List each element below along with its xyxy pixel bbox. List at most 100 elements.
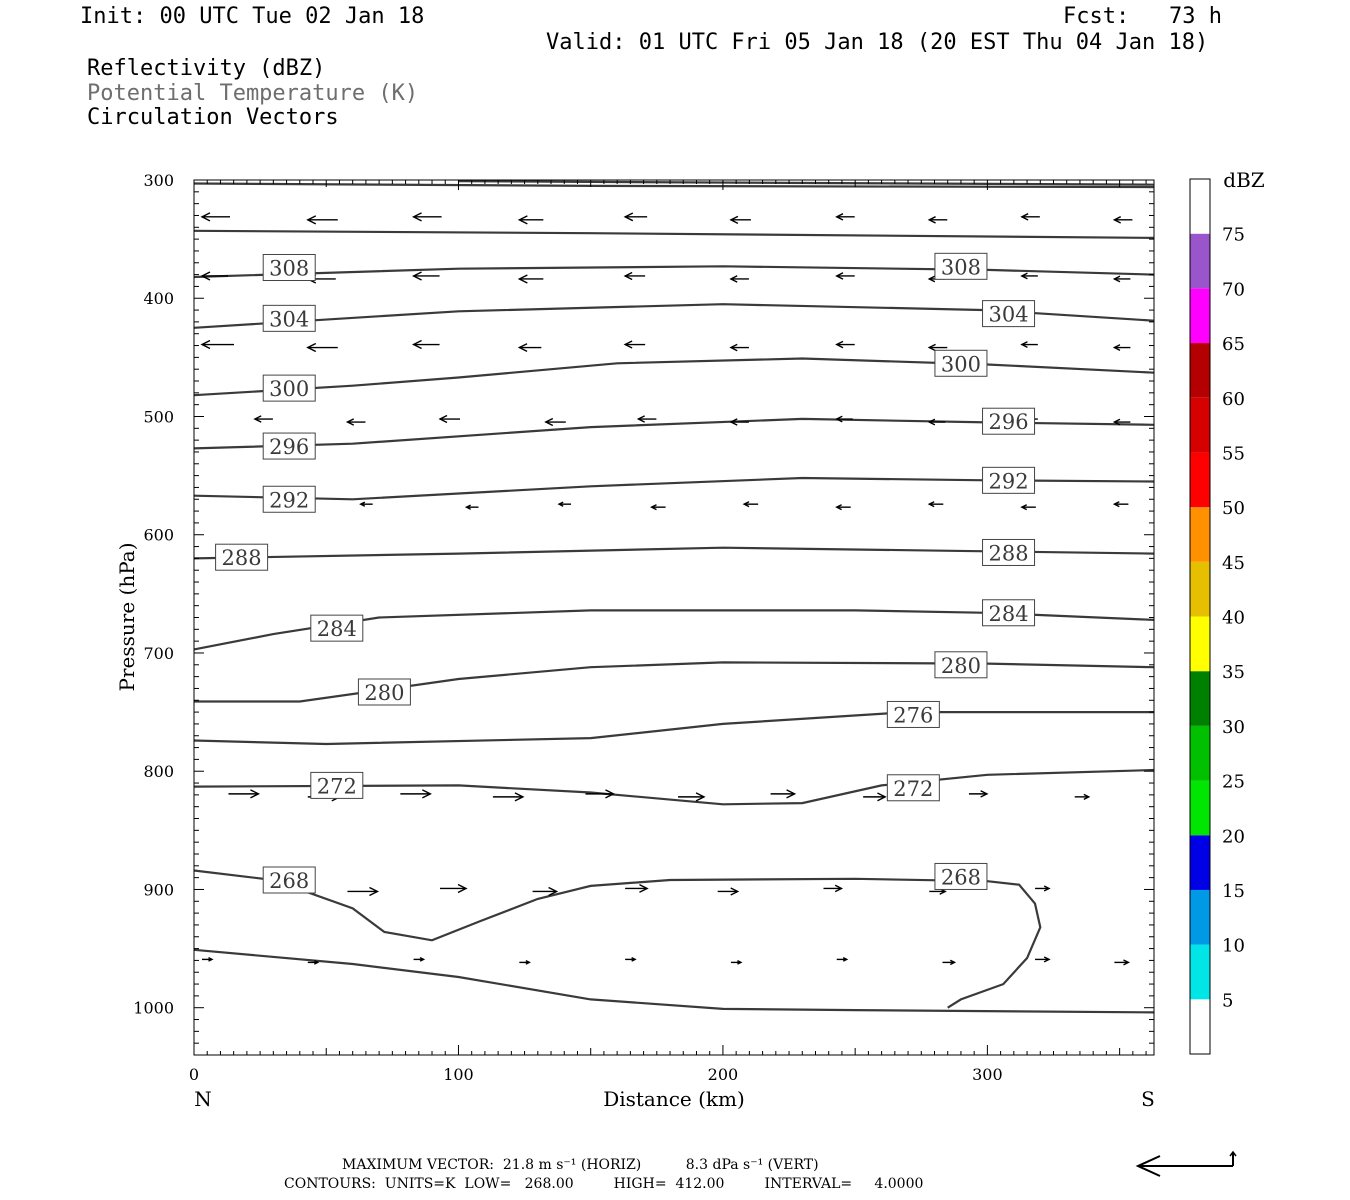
circulation-vector (1112, 418, 1131, 426)
contour-label-text: 308 (269, 257, 309, 281)
contour-label-text: 308 (941, 255, 981, 279)
colorbar-tick-label: 30 (1222, 717, 1245, 738)
circulation-vector (835, 504, 851, 511)
vector-head (253, 415, 262, 423)
forecast-hour: Fcst: 73 h (1063, 4, 1222, 29)
vector-head (636, 415, 645, 423)
vector-head (1083, 793, 1091, 800)
x-end-label-right: S (1141, 1087, 1155, 1111)
y-tick-label: 700 (143, 644, 174, 663)
circulation-vector (400, 789, 432, 799)
circulation-vector (253, 415, 273, 423)
colorbar-segment (1190, 507, 1210, 562)
vector-head (517, 215, 528, 225)
vector-head (250, 789, 261, 799)
contour-label: 292 (982, 466, 1036, 494)
vector-head (927, 418, 936, 426)
contour-label-box (886, 700, 940, 728)
circulation-vector (306, 342, 338, 353)
vector-head (835, 415, 843, 423)
vector-head (557, 501, 564, 507)
x-end-label-left: N (194, 1087, 212, 1111)
contour-label: 288 (215, 543, 269, 571)
contour-label-box (886, 774, 940, 802)
contour-line (193, 357, 1155, 397)
circulation-vector (347, 886, 380, 897)
y-tick-label: 400 (143, 289, 174, 308)
contour-label-text: 288 (988, 541, 1028, 565)
colorbar-segment (1190, 616, 1210, 672)
vector-head (306, 215, 317, 225)
y-tick-label: 900 (143, 880, 174, 899)
vector-head (623, 340, 633, 349)
vector-head (623, 271, 633, 281)
circulation-vector (927, 501, 944, 508)
contour-label-box (934, 252, 988, 280)
circulation-vector (464, 504, 479, 510)
vector-head (927, 216, 936, 224)
circulation-vector (742, 501, 759, 508)
x-tick-label: 100 (443, 1065, 474, 1084)
contour-label-box (982, 599, 1036, 627)
colorbar-segment (1190, 835, 1210, 890)
circulation-vector (927, 216, 948, 224)
contour-label-box (357, 678, 411, 706)
valid-time: Valid: 01 UTC Fri 05 Jan 18 (20 EST Thu … (546, 30, 1209, 55)
vector-head (457, 883, 468, 894)
contour-label-text: 300 (941, 352, 981, 376)
circulation-vector (835, 415, 853, 423)
circulation-vector (412, 339, 440, 350)
circulation-vector (942, 959, 957, 966)
contour-label-text: 284 (317, 617, 357, 641)
circulation-vector (412, 271, 440, 281)
circulation-vector (1112, 216, 1133, 224)
contour-line (193, 948, 1155, 1014)
colorbar-tick-label: 25 (1222, 772, 1245, 793)
vector-head (412, 212, 422, 222)
vector-head (842, 957, 849, 962)
circulation-vector (927, 343, 948, 352)
vector-head (742, 501, 750, 508)
contour-label-box (262, 485, 316, 513)
circulation-vector (1114, 959, 1130, 966)
contour-label-text: 296 (269, 435, 309, 459)
circulation-vector (200, 212, 230, 222)
colorbar-segment (1190, 179, 1210, 234)
circulation-vector (835, 340, 855, 349)
contour-line (193, 869, 1042, 1009)
colorbar-segment (1190, 561, 1210, 617)
vector-head (1112, 501, 1120, 508)
circulation-vector (202, 957, 214, 962)
colorbar-segment (1190, 671, 1210, 726)
vector-head (1112, 418, 1121, 426)
circulation-vector (412, 212, 442, 222)
vector-head (1043, 956, 1051, 963)
colorbar-tick-label: 55 (1222, 443, 1245, 464)
circulation-vector (1074, 793, 1091, 800)
circulation-vector (519, 960, 531, 965)
contour-label-box (982, 538, 1036, 566)
contour-line (458, 180, 1155, 186)
vector-head (927, 501, 935, 508)
vector-head (200, 212, 211, 222)
circulation-vector (625, 883, 649, 893)
contour-info-note: CONTOURS: UNITS=K LOW= 268.00 HIGH= 412.… (284, 1176, 924, 1192)
circulation-vector (1020, 272, 1038, 280)
contour-label: 272 (886, 774, 940, 802)
contour-label: 304 (262, 304, 316, 332)
vector-head (517, 343, 528, 353)
contour-label-box (982, 407, 1036, 435)
x-tick-label: 200 (708, 1065, 739, 1084)
circulation-vector (623, 212, 648, 222)
contour-label-box (262, 304, 316, 332)
vector-head (835, 504, 842, 511)
colorbar-tick-label: 40 (1222, 608, 1245, 629)
contour-line (193, 768, 1155, 806)
contour-label: 276 (886, 700, 940, 728)
circulation-vector (968, 790, 989, 798)
contour-label-box (934, 349, 988, 377)
vector-head (517, 274, 528, 284)
vector-head (729, 275, 738, 283)
circulation-vector (492, 792, 525, 802)
circulation-vector (517, 343, 542, 353)
